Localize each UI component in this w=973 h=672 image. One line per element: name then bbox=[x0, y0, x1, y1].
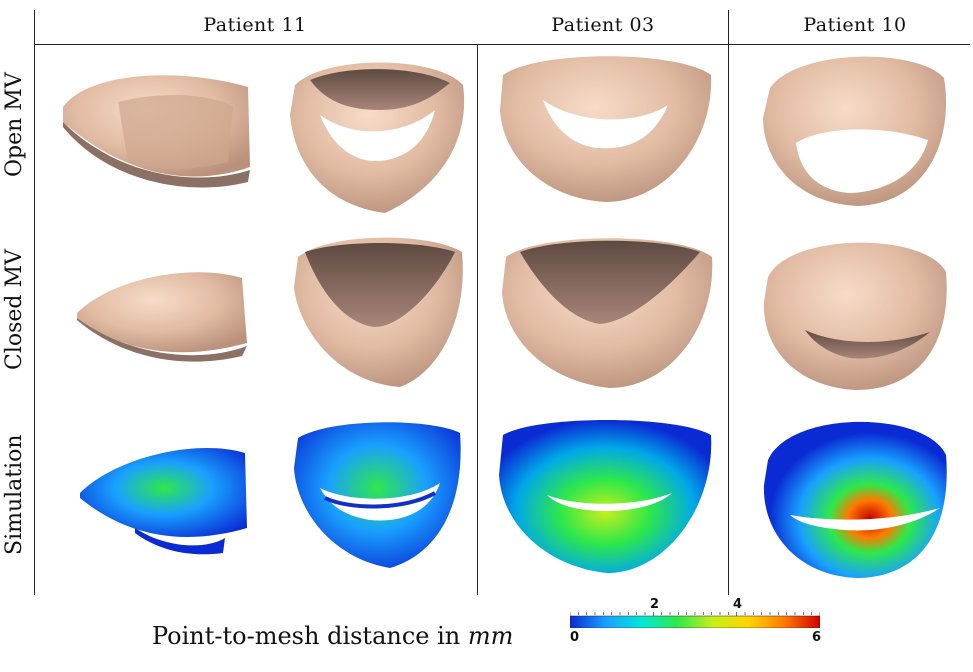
column-title-patient-03: Patient 03 bbox=[551, 14, 655, 36]
tick-mark bbox=[472, 44, 480, 45]
simulation-patient-11-side-view bbox=[75, 438, 253, 556]
closed-mv-patient-11-side-view bbox=[72, 258, 252, 368]
column-title-patient-10: Patient 10 bbox=[803, 14, 907, 36]
row-label-simulation: Simulation bbox=[2, 434, 27, 556]
colorbar-label-6: 6 bbox=[812, 630, 822, 645]
caption-prefix: Point-to-mesh distance in bbox=[152, 622, 468, 650]
tick-mark bbox=[724, 44, 732, 45]
closed-mv-patient-11-top-view bbox=[290, 232, 468, 390]
divider-header bbox=[34, 44, 970, 45]
colorbar bbox=[569, 612, 821, 629]
simulation-patient-03-view bbox=[497, 415, 717, 575]
open-mv-patient-11-top-view bbox=[285, 55, 470, 217]
open-mv-patient-03-view bbox=[498, 50, 716, 205]
simulation-patient-10-view bbox=[760, 410, 952, 580]
colorbar-label-4: 4 bbox=[733, 597, 743, 612]
divider-row-labels bbox=[34, 10, 35, 595]
colorbar-label-0: 0 bbox=[570, 630, 580, 645]
colorbar-caption: Point-to-mesh distance in mm bbox=[152, 622, 513, 650]
divider-patient-11-03 bbox=[477, 44, 478, 595]
colorbar-gradient bbox=[569, 612, 821, 629]
row-label-closed-mv: Closed MV bbox=[2, 249, 27, 371]
caption-unit: mm bbox=[467, 622, 514, 650]
tick-mark bbox=[252, 44, 260, 45]
row-label-open-mv: Open MV bbox=[2, 72, 27, 178]
colorbar-label-2: 2 bbox=[650, 597, 660, 612]
simulation-patient-11-top-view bbox=[290, 418, 465, 570]
column-title-patient-11: Patient 11 bbox=[203, 14, 307, 36]
divider-patient-03-10 bbox=[728, 10, 729, 595]
open-mv-patient-10-view bbox=[758, 48, 952, 210]
closed-mv-patient-10-view bbox=[760, 232, 952, 392]
closed-mv-patient-03-view bbox=[500, 232, 718, 390]
open-mv-patient-11-side-view bbox=[58, 62, 254, 197]
